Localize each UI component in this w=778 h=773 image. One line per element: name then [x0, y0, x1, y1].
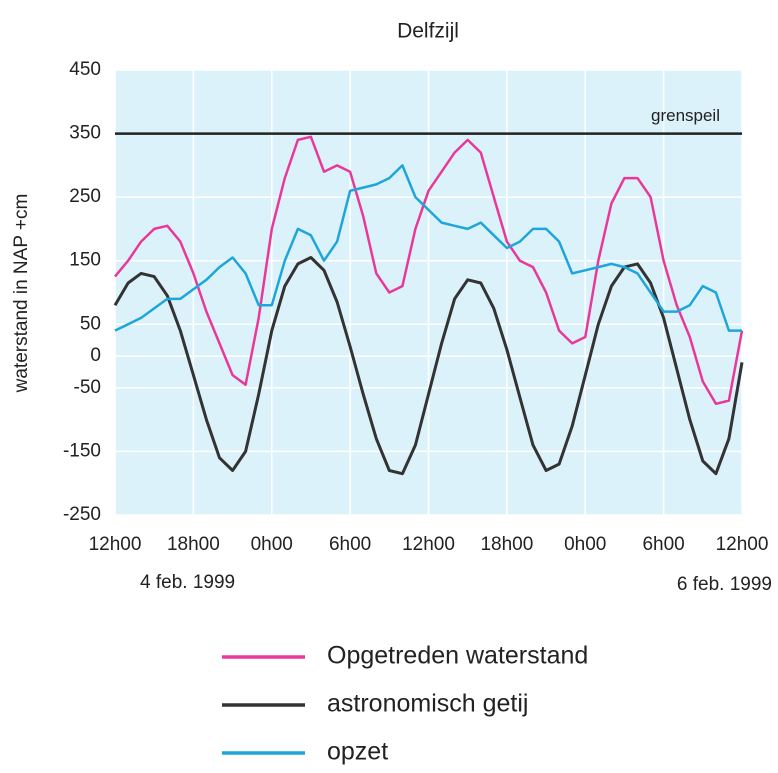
reference-label: grenspeil: [651, 106, 720, 125]
series-line: [114, 135, 744, 406]
legend-label: opzet: [327, 738, 388, 766]
y-tick-label: 450: [69, 59, 101, 80]
y-tick-label: 50: [80, 313, 101, 334]
y-tick-label: 250: [69, 186, 101, 207]
series-line: [113, 256, 744, 476]
chart-title: Delfzijl: [397, 20, 459, 43]
series-line: [114, 164, 742, 332]
x-tick-label: 0h00: [251, 534, 293, 555]
x-tick-label: 18h00: [167, 534, 220, 555]
y-tick-label: 150: [69, 250, 101, 271]
x-tick-label: 18h00: [480, 534, 533, 555]
y-tick-label: -250: [63, 504, 101, 525]
y-tick-label: 0: [90, 345, 101, 366]
date-label: 6 feb. 1999: [677, 574, 772, 595]
x-tick-label: 12h00: [402, 534, 455, 555]
y-axis-label: waterstand in NAP +cm: [11, 194, 32, 394]
x-tick-label: 12h00: [89, 534, 142, 555]
x-tick-label: 6h00: [642, 534, 684, 555]
y-tick-label: -150: [63, 440, 101, 461]
legend-label: astronomisch getij: [327, 690, 528, 718]
y-tick-label: 350: [69, 123, 101, 144]
x-tick-label: 6h00: [329, 534, 371, 555]
legend-label: Opgetreden waterstand: [327, 642, 588, 670]
x-tick-label: 0h00: [564, 534, 606, 555]
date-label: 4 feb. 1999: [140, 572, 235, 593]
y-tick-label: -50: [74, 377, 101, 398]
x-tick-label: 12h00: [716, 534, 769, 555]
